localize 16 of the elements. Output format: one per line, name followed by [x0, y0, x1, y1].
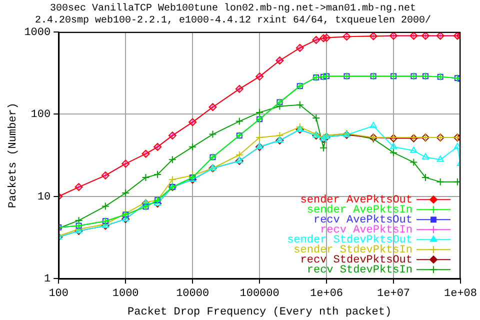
- x-tick-label: 1000: [112, 288, 139, 300]
- x-axis-title: Packet Drop Frequency (Every nth packet): [128, 306, 392, 318]
- legend-label: recv StdevPktsIn: [306, 264, 412, 277]
- x-tick-label: 1e+07: [377, 288, 410, 300]
- x-tick-label: 100: [48, 288, 69, 300]
- y-tick-label: 100: [30, 109, 51, 122]
- chart-title: 300sec VanillaTCP Web100tune lon02.mb-ng.net->man01.mb-ng.net: [50, 2, 416, 15]
- chart-subtitle: 2.4.20smp web100-2.2.1, e1000-4.4.12 rxint 64/64, txqueuelen 2000/: [34, 14, 432, 27]
- x-tick-label: 100000: [240, 288, 280, 300]
- y-axis-title: Packets (Number): [8, 102, 20, 208]
- y-tick-label: 10: [37, 191, 51, 204]
- x-tick-label: 1e+08: [444, 288, 478, 300]
- x-tick-label: 10000: [176, 288, 210, 300]
- x-tick-label: 1e+06: [310, 288, 344, 300]
- y-tick-label: 1: [44, 274, 51, 286]
- y-tick-label: 1000: [24, 26, 51, 39]
